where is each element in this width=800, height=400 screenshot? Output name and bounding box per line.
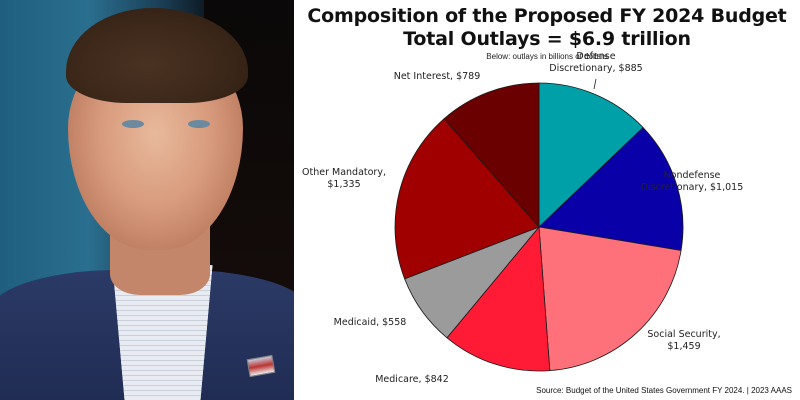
chart-units-note: Below: outlays in billions of dollars bbox=[486, 52, 608, 61]
budget-pie-chart: Composition of the Proposed FY 2024 Budg… bbox=[294, 0, 800, 400]
slice-label-nondefense-discretionary: Nondefense Discretionary, $1,015 bbox=[641, 170, 744, 193]
pie-slice-medicare bbox=[446, 225, 551, 372]
slice-label-medicare: Medicare, $842 bbox=[375, 374, 449, 385]
chart-total-outlays: Total Outlays = $6.9 trillion bbox=[403, 28, 691, 50]
pie-plot: Defense Discretionary, $885 Nondefense Disc… bbox=[302, 51, 744, 385]
chart-source: Source: Budget of the United States Gove… bbox=[536, 386, 792, 395]
photo-eye-left bbox=[122, 120, 144, 128]
slice-label-other-mandatory: Other Mandatory, $1,335 bbox=[302, 167, 386, 190]
photo-eye-right bbox=[188, 120, 210, 128]
chart-title: Composition of the Proposed FY 2024 Budg… bbox=[307, 5, 787, 27]
pie-slice-net-interest bbox=[443, 82, 540, 229]
pie-slice-nondefense-discretionary bbox=[538, 126, 684, 251]
portrait-photo bbox=[0, 0, 294, 400]
slice-label-net-interest: Net Interest, $789 bbox=[394, 71, 481, 82]
slice-label-medicaid: Medicaid, $558 bbox=[334, 317, 407, 328]
pie-slice-defense-discretionary bbox=[538, 82, 644, 228]
pie-slice-social-security bbox=[538, 226, 682, 372]
slice-label-defense-discretionary: Defense Discretionary, $885 bbox=[549, 51, 642, 74]
pie-slice-other-mandatory bbox=[394, 118, 540, 280]
slice-label-social-security: Social Security, $1,459 bbox=[647, 329, 720, 352]
label-leader-line bbox=[593, 78, 597, 90]
